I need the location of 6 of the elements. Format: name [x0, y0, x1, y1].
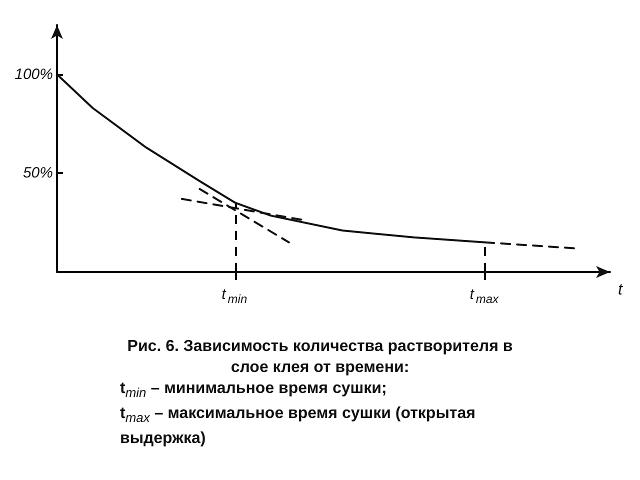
x-axis-title: t [618, 282, 623, 298]
text: t$_{min}$ – минимальное время сушки; [120, 379, 388, 402]
y-tick-label: 100% [14, 66, 53, 83]
text: t$_{max}$ – максимальное время сушки (открытая выдержка) [120, 404, 476, 450]
y-tick-label: 50% [22, 164, 53, 182]
text: Рис. 6. Зависимость количества растворителя в слое клея от времени: [126, 337, 514, 378]
